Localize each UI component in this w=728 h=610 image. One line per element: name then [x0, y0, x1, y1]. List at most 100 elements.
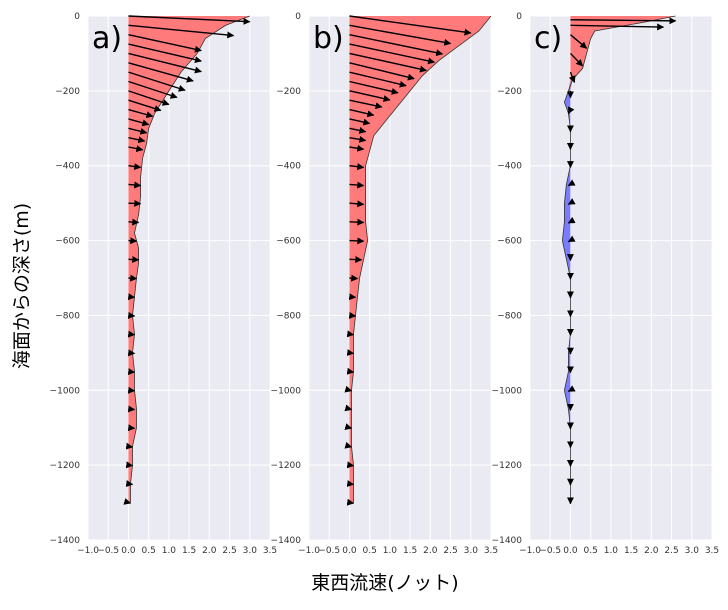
- current-arrow: [128, 34, 202, 53]
- current-arrow: [128, 127, 148, 135]
- current-arrow: [127, 424, 136, 432]
- y-tick-label: −200: [55, 87, 80, 97]
- current-arrow: [128, 118, 150, 127]
- x-tick-label: 0.0: [121, 546, 136, 556]
- current-arrow: [349, 237, 365, 245]
- x-tick-label: 1.0: [383, 546, 398, 556]
- current-arrow: [346, 461, 355, 469]
- current-arrow: [346, 349, 355, 357]
- current-arrow: [127, 311, 136, 319]
- current-arrow: [349, 52, 427, 73]
- plot-background: [530, 16, 712, 540]
- positive-velocity-area: [128, 16, 250, 503]
- current-arrow: [570, 23, 665, 31]
- y-tick-label: 0: [74, 12, 80, 22]
- y-tick-label: −600: [497, 237, 522, 247]
- x-tick-label: 1.5: [182, 546, 196, 556]
- x-tick-label: −0.5: [318, 546, 340, 556]
- current-arrow: [349, 218, 365, 226]
- current-arrow: [349, 15, 472, 36]
- current-arrow: [128, 24, 235, 39]
- current-arrow: [344, 441, 353, 449]
- current-arrow: [128, 15, 251, 25]
- current-arrow: [349, 126, 367, 134]
- current-arrow: [349, 163, 365, 171]
- y-tick-label: −1400: [271, 536, 302, 546]
- panel-label: b): [313, 21, 344, 56]
- current-arrow: [349, 62, 415, 81]
- current-arrow: [567, 106, 575, 115]
- current-arrow: [567, 385, 576, 393]
- x-tick-label: 1.0: [162, 546, 177, 556]
- y-tick-label: −200: [276, 87, 301, 97]
- current-arrow: [123, 498, 132, 505]
- current-arrow: [128, 52, 202, 74]
- current-arrow: [128, 136, 146, 144]
- x-tick-label: 2.0: [423, 546, 438, 556]
- current-arrow: [128, 237, 138, 245]
- current-arrow: [349, 144, 365, 152]
- x-tick-label: 0.0: [342, 546, 357, 556]
- current-arrow: [349, 80, 399, 95]
- current-arrow: [349, 71, 407, 88]
- panel-1: −1.0−0.5 0.0 0.5 1.0 1.5 2.0 2.5 3.0 3.5 0 −200 −40…: [50, 12, 278, 556]
- current-arrow: [128, 199, 142, 207]
- current-arrow: [127, 293, 136, 301]
- x-tick-label: 3.5: [263, 546, 277, 556]
- current-arrow: [349, 43, 436, 65]
- y-tick-label: −800: [276, 311, 301, 321]
- current-arrow: [125, 461, 134, 469]
- y-tick-label: 0: [295, 12, 301, 22]
- current-arrow: [128, 256, 140, 263]
- current-arrow: [344, 404, 353, 412]
- current-arrow: [569, 34, 588, 49]
- current-arrow: [346, 330, 355, 338]
- y-tick-label: −400: [55, 162, 80, 172]
- current-arrow: [127, 368, 136, 376]
- current-arrow: [349, 181, 365, 189]
- x-tick-label: 0.5: [142, 546, 156, 556]
- x-axis-label: 東西流速(ノット): [311, 572, 458, 594]
- current-arrow: [570, 17, 677, 25]
- current-arrow: [348, 293, 357, 301]
- current-arrow: [127, 349, 136, 357]
- current-arrow: [344, 423, 353, 430]
- current-arrow: [128, 80, 178, 99]
- y-tick-label: −400: [276, 162, 301, 172]
- panel-label: a): [92, 21, 122, 56]
- x-tick-label: 3.0: [464, 546, 479, 556]
- current-arrow: [569, 52, 584, 67]
- x-tick-label: −0.5: [97, 546, 119, 556]
- x-tick-label: 2.5: [222, 546, 236, 556]
- current-arrow: [346, 367, 355, 375]
- x-tick-label: 0.5: [584, 546, 598, 556]
- x-tick-label: 3.0: [243, 546, 258, 556]
- current-arrow: [344, 385, 353, 393]
- positive-velocity-area: [349, 16, 491, 503]
- y-tick-label: −1000: [271, 386, 302, 396]
- x-tick-label: 0.0: [563, 546, 578, 556]
- current-arrow: [128, 181, 142, 189]
- panel-2: −1.0−0.5 0.0 0.5 1.0 1.5 2.0 2.5 3.0 3.5 0 −200 −40…: [271, 12, 499, 556]
- y-tick-label: −400: [497, 162, 522, 172]
- y-tick-label: −1200: [492, 461, 523, 471]
- current-arrow: [128, 99, 162, 112]
- current-arrow: [346, 498, 355, 506]
- y-tick-label: −1200: [271, 461, 302, 471]
- y-tick-label: −800: [55, 311, 80, 321]
- x-tick-label: 3.5: [484, 546, 498, 556]
- x-tick-label: 2.0: [202, 546, 217, 556]
- y-tick-label: −1400: [50, 536, 81, 546]
- x-tick-label: −1.0: [77, 546, 99, 556]
- x-tick-label: 1.5: [403, 546, 417, 556]
- x-tick-label: −1.0: [298, 546, 320, 556]
- current-arrow: [127, 386, 136, 394]
- current-arrow: [567, 216, 576, 224]
- velocity-profile-line: [351, 15, 492, 503]
- current-arrow: [567, 235, 576, 243]
- current-arrow: [348, 311, 357, 319]
- current-arrow: [128, 145, 144, 153]
- y-tick-label: −1000: [50, 386, 81, 396]
- current-arrow: [349, 274, 359, 282]
- current-arrow: [567, 179, 576, 187]
